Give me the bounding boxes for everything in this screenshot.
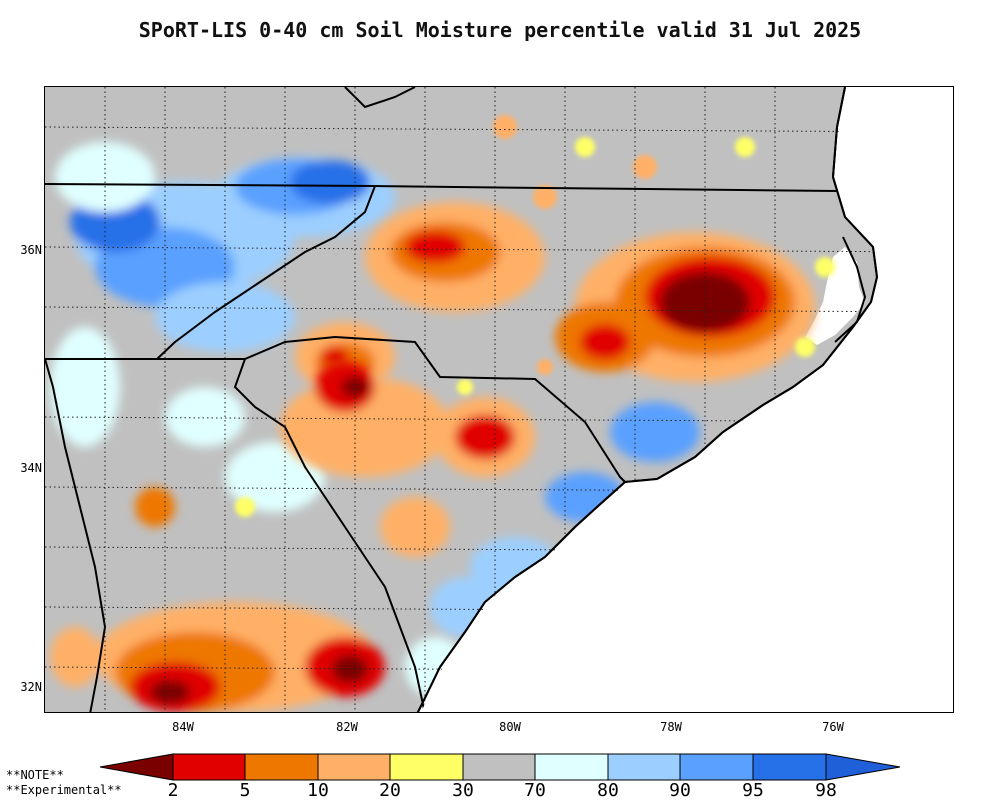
lon-label-82w: 82W [336,720,358,734]
legend-label-10: 10 [307,780,329,801]
pamlico-sound [805,247,865,345]
lon-label-80w: 80W [499,720,521,734]
legend-label-2: 2 [167,780,179,801]
legend-swatch-20-30 [389,753,464,781]
lon-label-78w: 78W [660,720,682,734]
outer-banks [834,236,867,343]
legend-swatch-2-5 [172,753,246,781]
lat-label-34n: 34N [20,461,42,475]
ocean-mask-top [421,87,953,712]
lon-label-76w: 76W [822,720,844,734]
scattered-dry-patches [235,115,835,517]
legend-label-70: 70 [524,780,546,801]
state-borders [45,87,838,712]
legend-label-30: 30 [452,780,474,801]
legend-swatch-above-98 [825,753,901,781]
legend-swatch-70-80 [534,753,609,781]
map-area [44,86,954,713]
legend-label-5: 5 [239,780,251,801]
dry-region-coastal-plain [555,232,815,382]
lat-label-32n: 32N [20,680,42,694]
legend-label-90: 90 [669,780,691,801]
experimental-note: **NOTE** **Experimental** [6,768,122,798]
legend-swatch-30-70 [462,753,536,781]
legend-label-20: 20 [379,780,401,801]
lat-label-36n: 36N [20,243,42,257]
lon-label-84w: 84W [172,720,194,734]
map-title: SPoRT-LIS 0-40 cm Soil Moisture percenti… [138,18,862,42]
legend-label-80: 80 [597,780,619,801]
legend-swatch-90-95 [679,753,754,781]
legend-swatch-80-90 [607,753,681,781]
legend-swatch-95-98 [752,753,827,781]
soil-moisture-map [45,87,953,712]
note-line-2: **Experimental** [6,783,122,797]
dry-region-south-carolina [280,362,535,557]
note-line-1: **NOTE** [6,768,64,782]
dry-region-georgia [50,487,385,712]
legend-swatch-5-10 [244,753,319,781]
wet-region-mountains [50,142,395,447]
coastline-top [416,87,879,712]
legend-label-95: 95 [742,780,764,801]
legend-swatch-10-20 [317,753,391,781]
legend-label-98: 98 [815,780,837,801]
legend-colorbar [99,753,901,781]
